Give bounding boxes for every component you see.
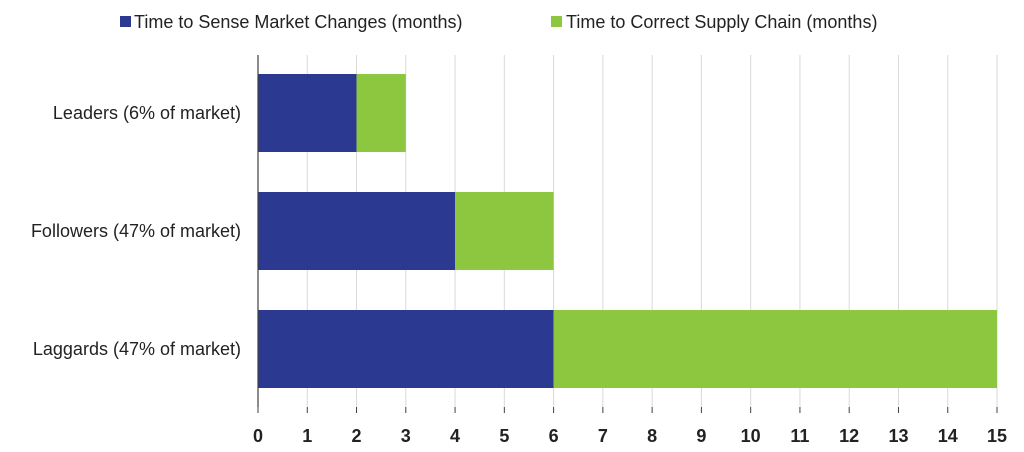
- category-labels: Leaders (6% of market) Followers (47% of …: [31, 103, 241, 359]
- category-label-3: Laggards (47% of market): [33, 339, 241, 359]
- x-tick-label: 0: [253, 426, 263, 446]
- legend-label-2: Time to Correct Supply Chain (months): [566, 12, 877, 32]
- legend-swatch-1: [120, 16, 131, 27]
- x-tick-label: 12: [839, 426, 859, 446]
- bar-correct-2: [455, 192, 554, 270]
- bars: [258, 74, 997, 388]
- bar-sense-3: [258, 310, 554, 388]
- x-tick-label: 9: [696, 426, 706, 446]
- bar-correct-1: [356, 74, 406, 152]
- x-tick-label: 4: [450, 426, 460, 446]
- x-tick-label: 5: [499, 426, 509, 446]
- category-label-1: Leaders (6% of market): [53, 103, 241, 123]
- legend-swatch-2: [551, 16, 562, 27]
- x-tick-label: 6: [549, 426, 559, 446]
- x-tick-label: 11: [790, 426, 809, 446]
- x-axis: 0 1 2 3 4 5 6 7 8 9 10 11 12 13 14 15: [253, 55, 1007, 446]
- x-tick-label: 14: [938, 426, 958, 446]
- x-tick-label: 15: [987, 426, 1007, 446]
- x-tick-label: 10: [741, 426, 761, 446]
- bar-sense-2: [258, 192, 456, 270]
- legend-label-1: Time to Sense Market Changes (months): [134, 12, 462, 32]
- x-tick-label: 13: [888, 426, 908, 446]
- bar-sense-1: [258, 74, 357, 152]
- legend: Time to Sense Market Changes (months) Tim…: [120, 12, 877, 32]
- x-tick-label: 8: [647, 426, 657, 446]
- x-tick-label: 7: [598, 426, 608, 446]
- x-tick-label: 2: [352, 426, 362, 446]
- x-tick-label: 1: [302, 426, 312, 446]
- bar-correct-3: [553, 310, 997, 388]
- x-tick-label: 3: [401, 426, 411, 446]
- category-label-2: Followers (47% of market): [31, 221, 241, 241]
